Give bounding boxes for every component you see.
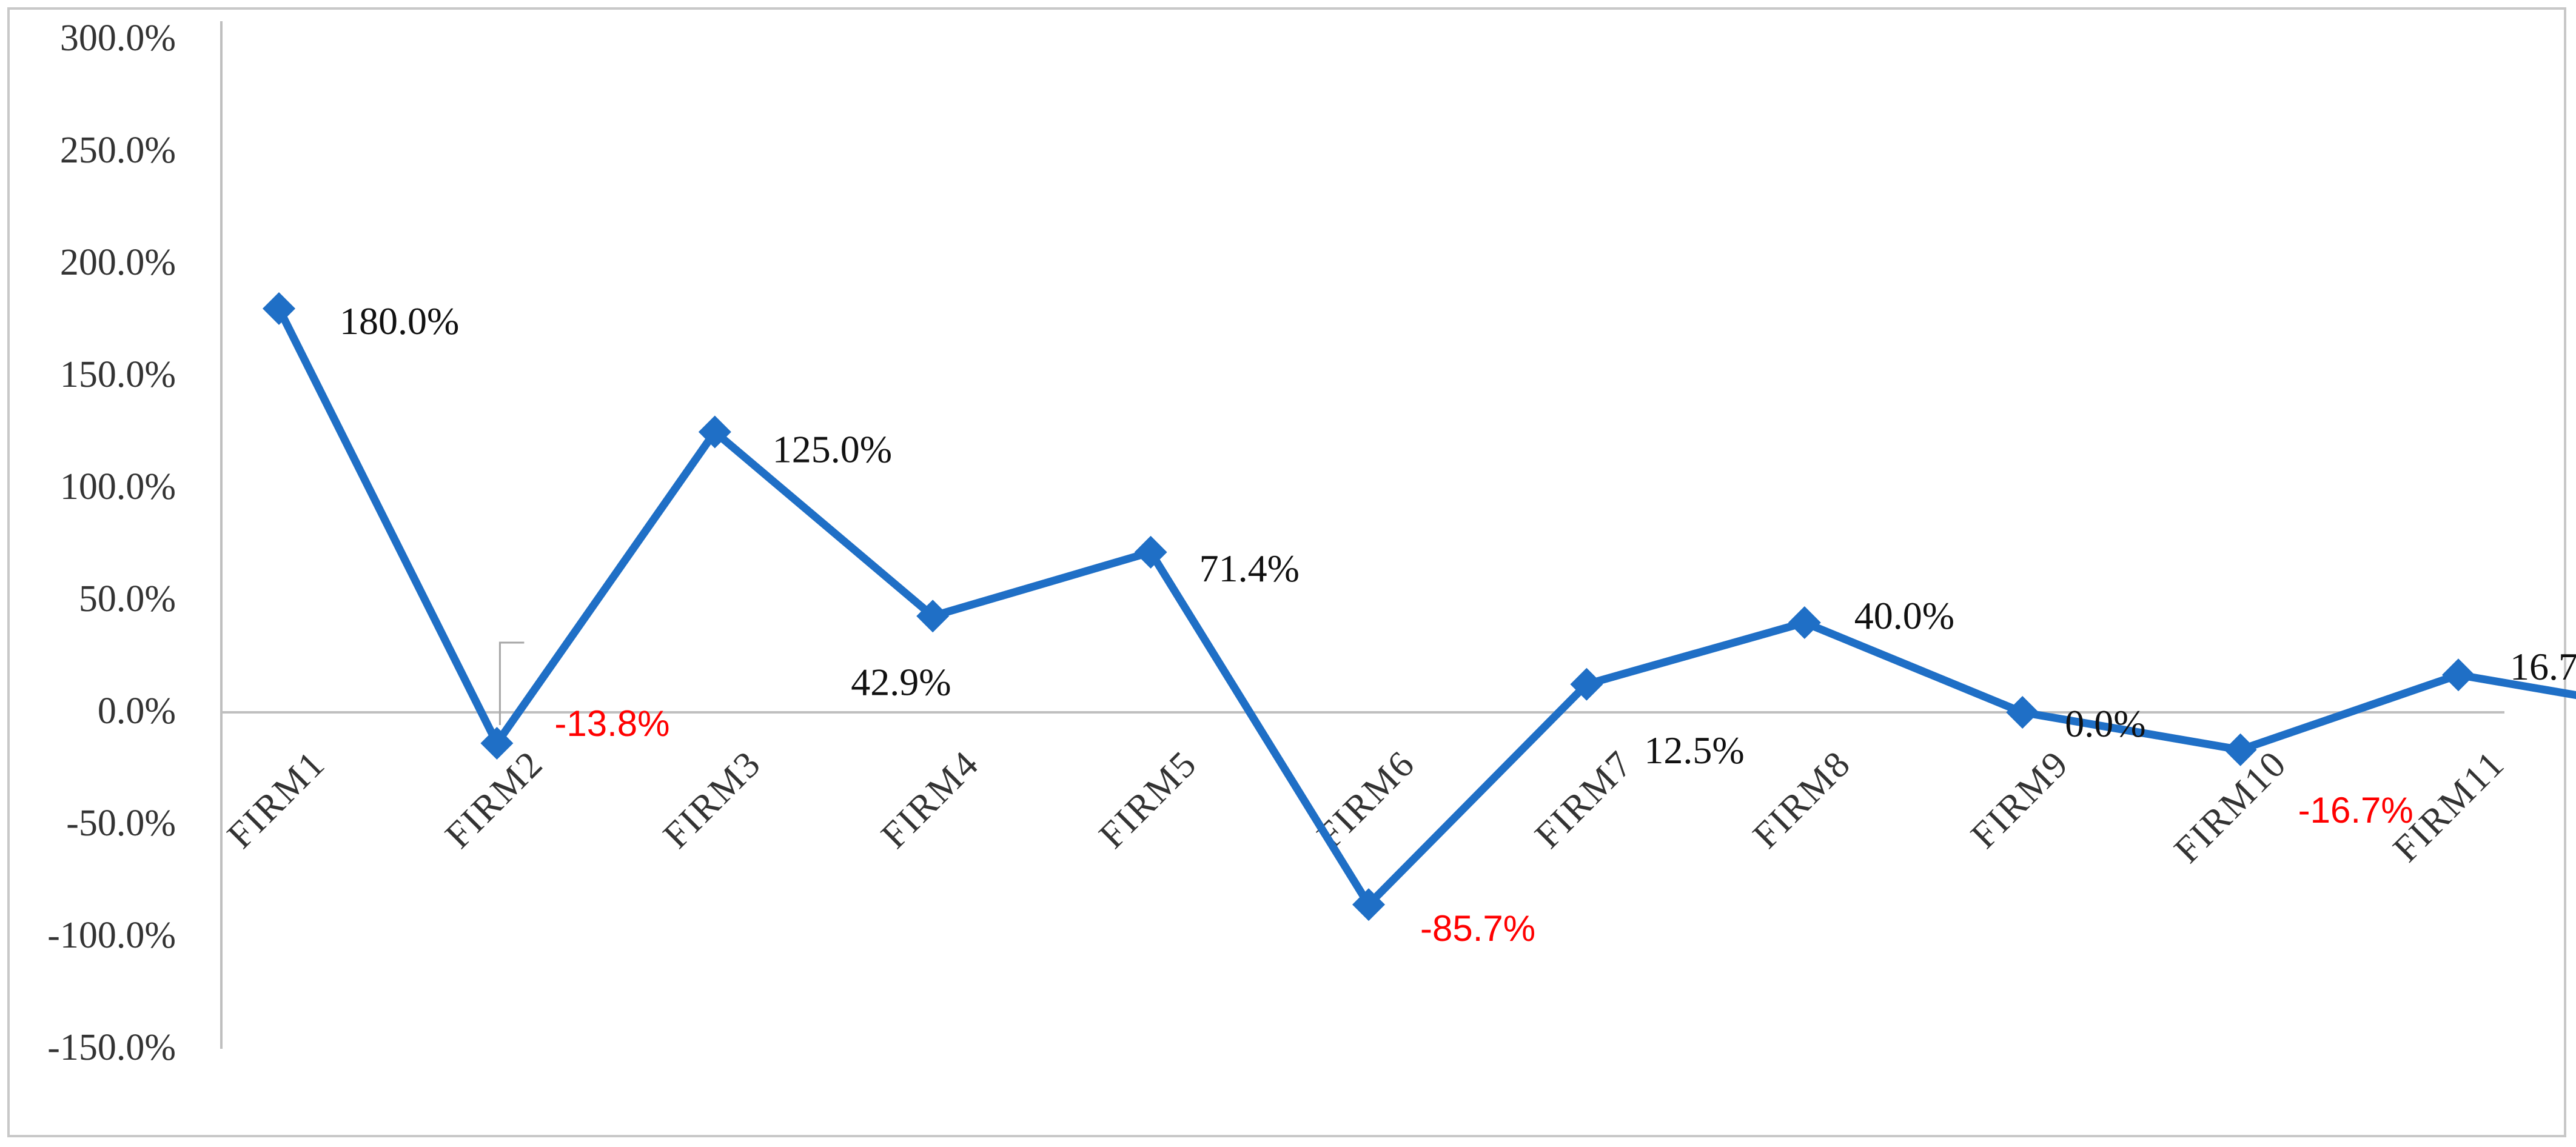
- data-point-marker: [1570, 667, 1603, 701]
- x-tick-label: FIRM7: [1527, 743, 1641, 857]
- y-tick-label: 50.0%: [79, 578, 176, 620]
- data-label: 125.0%: [773, 428, 892, 471]
- x-tick-label: FIRM9: [1963, 743, 2077, 857]
- x-tick-label: FIRM1: [220, 743, 334, 857]
- chart-frame: [7, 7, 2566, 1137]
- y-tick-label: 100.0%: [60, 466, 176, 507]
- data-point-marker: [263, 292, 295, 325]
- data-label: -13.8%: [554, 703, 669, 744]
- x-tick-label: FIRM10: [2167, 743, 2295, 871]
- data-point-marker: [1788, 606, 1821, 639]
- data-label: -85.7%: [1420, 908, 1535, 949]
- y-tick-label: 200.0%: [60, 242, 176, 283]
- y-tick-label: -50.0%: [66, 803, 176, 844]
- x-tick-label: FIRM4: [873, 743, 987, 857]
- data-label: 71.4%: [1199, 547, 1300, 590]
- data-point-marker: [698, 415, 731, 449]
- x-tick-label: FIRM5: [1092, 743, 1206, 857]
- data-point-marker: [2224, 733, 2257, 766]
- y-tick-label: 300.0%: [60, 18, 176, 59]
- y-tick-label: 0.0%: [98, 691, 176, 732]
- data-label: 12.5%: [1644, 729, 1744, 772]
- data-point-marker: [480, 727, 514, 760]
- data-label: 42.9%: [851, 660, 951, 703]
- x-tick-label: FIRM3: [656, 743, 770, 857]
- y-tick-label: -150.0%: [47, 1027, 176, 1068]
- y-tick-label: -100.0%: [47, 915, 176, 956]
- data-label: 0.0%: [2065, 702, 2145, 745]
- data-label: 40.0%: [1854, 594, 1954, 637]
- x-tick-label: FIRM8: [1745, 743, 1859, 857]
- data-point-marker: [2006, 696, 2039, 729]
- data-label: 16.7%: [2510, 645, 2576, 688]
- data-point-marker: [1134, 535, 1167, 569]
- data-label: 180.0%: [340, 299, 459, 343]
- x-tick-label: FIRM2: [437, 743, 551, 857]
- y-tick-label: 250.0%: [60, 130, 176, 171]
- data-point-marker: [2442, 658, 2475, 692]
- data-point-marker: [916, 600, 950, 633]
- data-label: -16.7%: [2298, 790, 2413, 831]
- y-tick-label: 150.0%: [60, 354, 176, 395]
- label-leader-line: [498, 641, 525, 726]
- data-point-marker: [1352, 888, 1385, 921]
